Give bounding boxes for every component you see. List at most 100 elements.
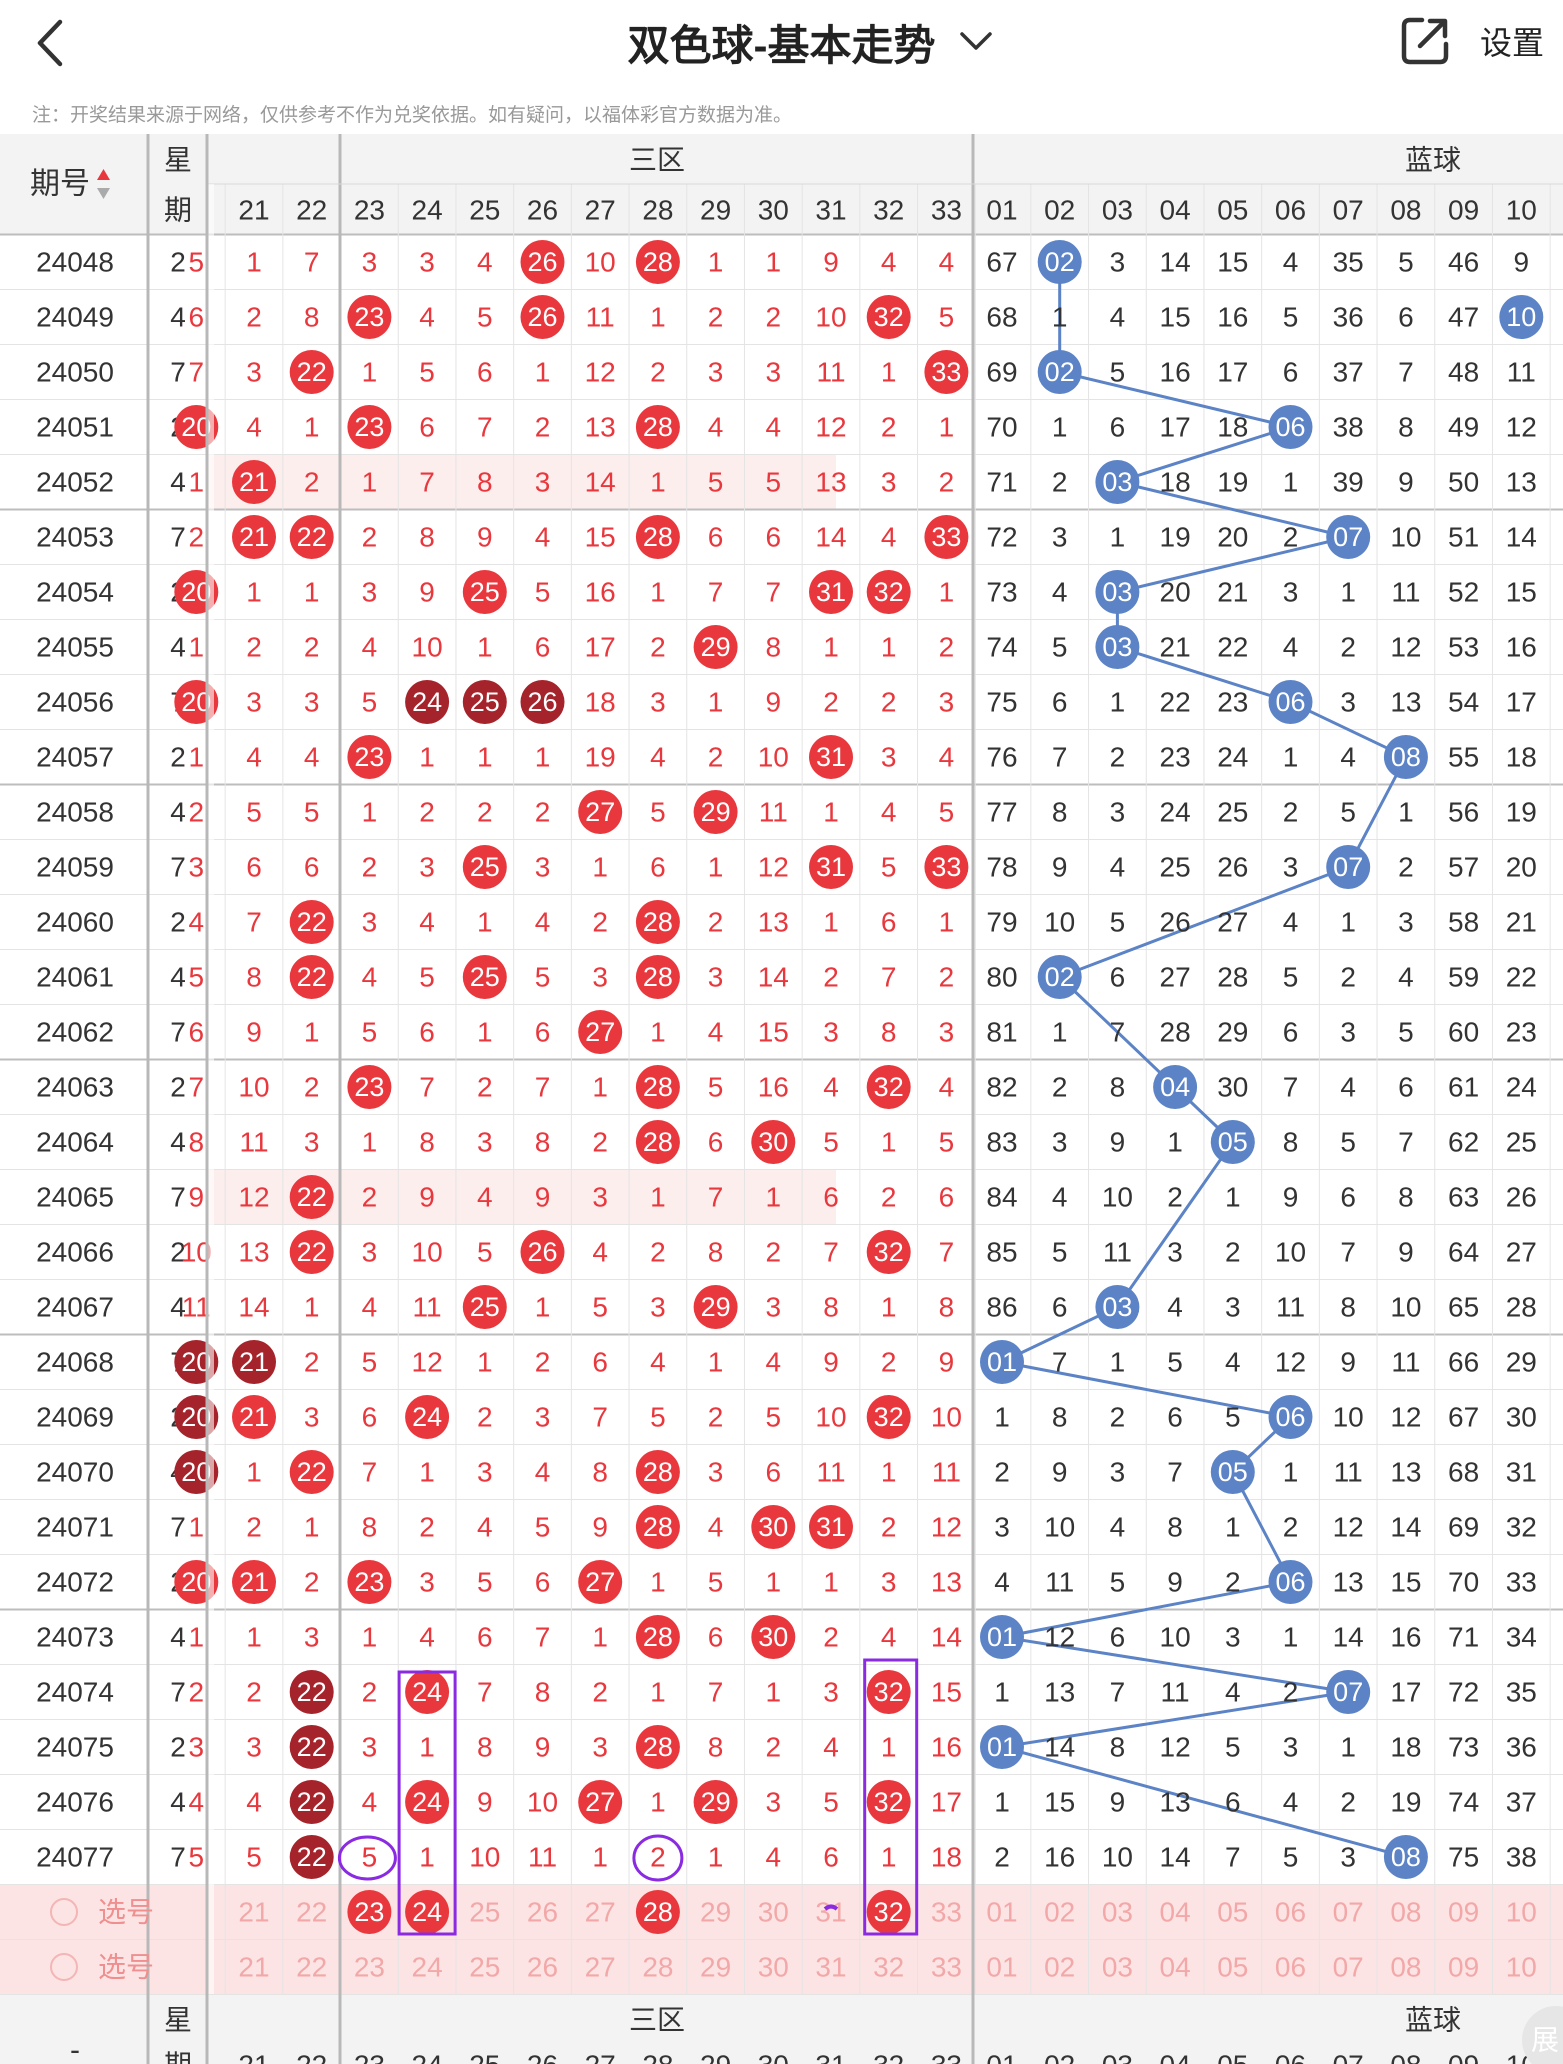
select-number[interactable]: 02	[1044, 1897, 1075, 1928]
select-number[interactable]: 31	[815, 1897, 846, 1928]
select-number[interactable]: 33	[931, 1952, 962, 1983]
blue-column-header: 05	[1217, 2050, 1248, 2064]
miss-count: 10	[238, 1072, 269, 1103]
select-number[interactable]: 01	[986, 1952, 1017, 1983]
miss-count: 5	[823, 1787, 839, 1818]
select-number[interactable]: 07	[1333, 1897, 1364, 1928]
select-number[interactable]: 22	[296, 1897, 327, 1928]
title-dropdown[interactable]	[600, 10, 1000, 74]
miss-count: 16	[1217, 302, 1248, 333]
select-radio[interactable]	[50, 1898, 78, 1926]
miss-count: 72	[1448, 1677, 1479, 1708]
miss-count: 5	[939, 797, 955, 828]
select-row[interactable]: 选号 21 22 23 24 25 26 27 28 29 30 31 32 33 01 02 03 04 05 06…	[50, 1890, 1537, 1934]
miss-count: 1	[419, 1457, 435, 1488]
miss-count: 1	[708, 852, 724, 883]
miss-count: 11	[1161, 1677, 1190, 1708]
select-number[interactable]: 04	[1160, 1952, 1191, 1983]
miss-count: 14	[758, 962, 789, 993]
miss-count: 18	[1160, 467, 1191, 498]
select-number[interactable]: 29	[700, 1952, 731, 1983]
period-number: 24073	[36, 1622, 114, 1653]
miss-count: 5	[708, 1072, 724, 1103]
select-number[interactable]: 09	[1448, 1897, 1479, 1928]
select-radio[interactable]	[50, 1953, 78, 1981]
miss-count: 5	[1052, 632, 1068, 663]
select-number[interactable]: 23	[354, 1952, 385, 1983]
select-number[interactable]: 29	[700, 1897, 731, 1928]
miss-count: 6	[823, 1182, 839, 1213]
select-number[interactable]: 03	[1102, 1952, 1133, 1983]
period-number: 24075	[36, 1732, 114, 1763]
blue-ball: 08	[1383, 735, 1428, 779]
period-header[interactable]: 期号	[30, 168, 90, 201]
select-number[interactable]: 21	[238, 1897, 269, 1928]
miss-count: 14	[1333, 1622, 1364, 1653]
svg-text:27: 27	[585, 1017, 615, 1047]
select-number[interactable]: 24	[412, 1952, 443, 1983]
miss-count: 3	[1225, 1622, 1241, 1653]
select-number[interactable]: 25	[469, 1897, 500, 1928]
select-number[interactable]: 27	[585, 1952, 616, 1983]
select-number[interactable]: 02	[1044, 1952, 1075, 1983]
select-number[interactable]: 10	[1506, 1897, 1537, 1928]
miss-count: 2	[1398, 852, 1414, 883]
sort-icon[interactable]	[97, 169, 110, 199]
blue-column-header: 06	[1275, 195, 1306, 226]
select-number[interactable]: 30	[758, 1952, 789, 1983]
select-number[interactable]: 06	[1275, 1952, 1306, 1983]
miss-count: 6	[708, 522, 724, 553]
chevron-down-icon[interactable]	[958, 28, 994, 56]
red-ball: 24	[405, 680, 450, 724]
period-number: 24060	[36, 907, 114, 938]
miss-count: 11	[1045, 1567, 1074, 1598]
select-number[interactable]: 28	[642, 1952, 673, 1983]
select-number[interactable]: 25	[469, 1952, 500, 1983]
miss-count: 2	[1340, 1787, 1356, 1818]
red-ball: 22	[289, 1835, 334, 1879]
selected-red-ball[interactable]: 24	[405, 1890, 450, 1934]
select-number[interactable]: 27	[585, 1897, 616, 1928]
miss-count: 2	[304, 467, 320, 498]
expand-button[interactable]: 展	[1522, 2006, 1563, 2064]
red-column-header: 25	[469, 195, 500, 226]
select-number[interactable]: 30	[758, 1897, 789, 1928]
select-number[interactable]: 22	[296, 1952, 327, 1983]
select-number[interactable]: 07	[1333, 1952, 1364, 1983]
select-number[interactable]: 08	[1390, 1897, 1421, 1928]
select-row[interactable]: 选号 21 22 23 24 25 26 27 28 29 30 31 32 33 01 02 03 04 05 06…	[50, 1952, 1537, 1983]
select-number[interactable]: 04	[1160, 1897, 1191, 1928]
select-number[interactable]: 09	[1448, 1952, 1479, 1983]
selected-red-ball[interactable]: 28	[635, 1890, 680, 1934]
selected-red-ball[interactable]: 32	[866, 1890, 911, 1934]
share-icon[interactable]	[1398, 14, 1452, 68]
select-number[interactable]: 32	[873, 1952, 904, 1983]
select-number[interactable]: 06	[1275, 1897, 1306, 1928]
miss-count: 18	[931, 1842, 962, 1873]
selected-red-ball[interactable]: 23	[347, 1890, 392, 1934]
select-number[interactable]: 05	[1217, 1952, 1248, 1983]
select-number[interactable]: 31	[815, 1952, 846, 1983]
svg-text:23: 23	[354, 412, 384, 442]
miss-count: 1	[1283, 1622, 1299, 1653]
miss-count: 9	[1052, 1457, 1068, 1488]
svg-text:21: 21	[239, 1567, 269, 1597]
red-ball: 33	[924, 845, 969, 889]
table-row: 2406922021362423752510321018265061012673…	[36, 1395, 1537, 1439]
select-number[interactable]: 01	[986, 1897, 1017, 1928]
select-number[interactable]: 05	[1217, 1897, 1248, 1928]
miss-count: 3	[592, 1182, 608, 1213]
miss-count: 4	[881, 247, 897, 278]
back-arrow-icon[interactable]	[30, 18, 74, 68]
select-number[interactable]: 21	[238, 1952, 269, 1983]
select-number[interactable]: 10	[1506, 1952, 1537, 1983]
select-number[interactable]: 26	[527, 1897, 558, 1928]
select-number[interactable]: 26	[527, 1952, 558, 1983]
select-number[interactable]: 08	[1390, 1952, 1421, 1983]
select-number[interactable]: 03	[1102, 1897, 1133, 1928]
settings-button[interactable]: 设置	[1480, 25, 1545, 61]
svg-text:24: 24	[412, 1897, 442, 1927]
miss-count: 11	[759, 797, 788, 828]
red-column-header: 21	[238, 195, 269, 226]
select-number[interactable]: 33	[931, 1897, 962, 1928]
